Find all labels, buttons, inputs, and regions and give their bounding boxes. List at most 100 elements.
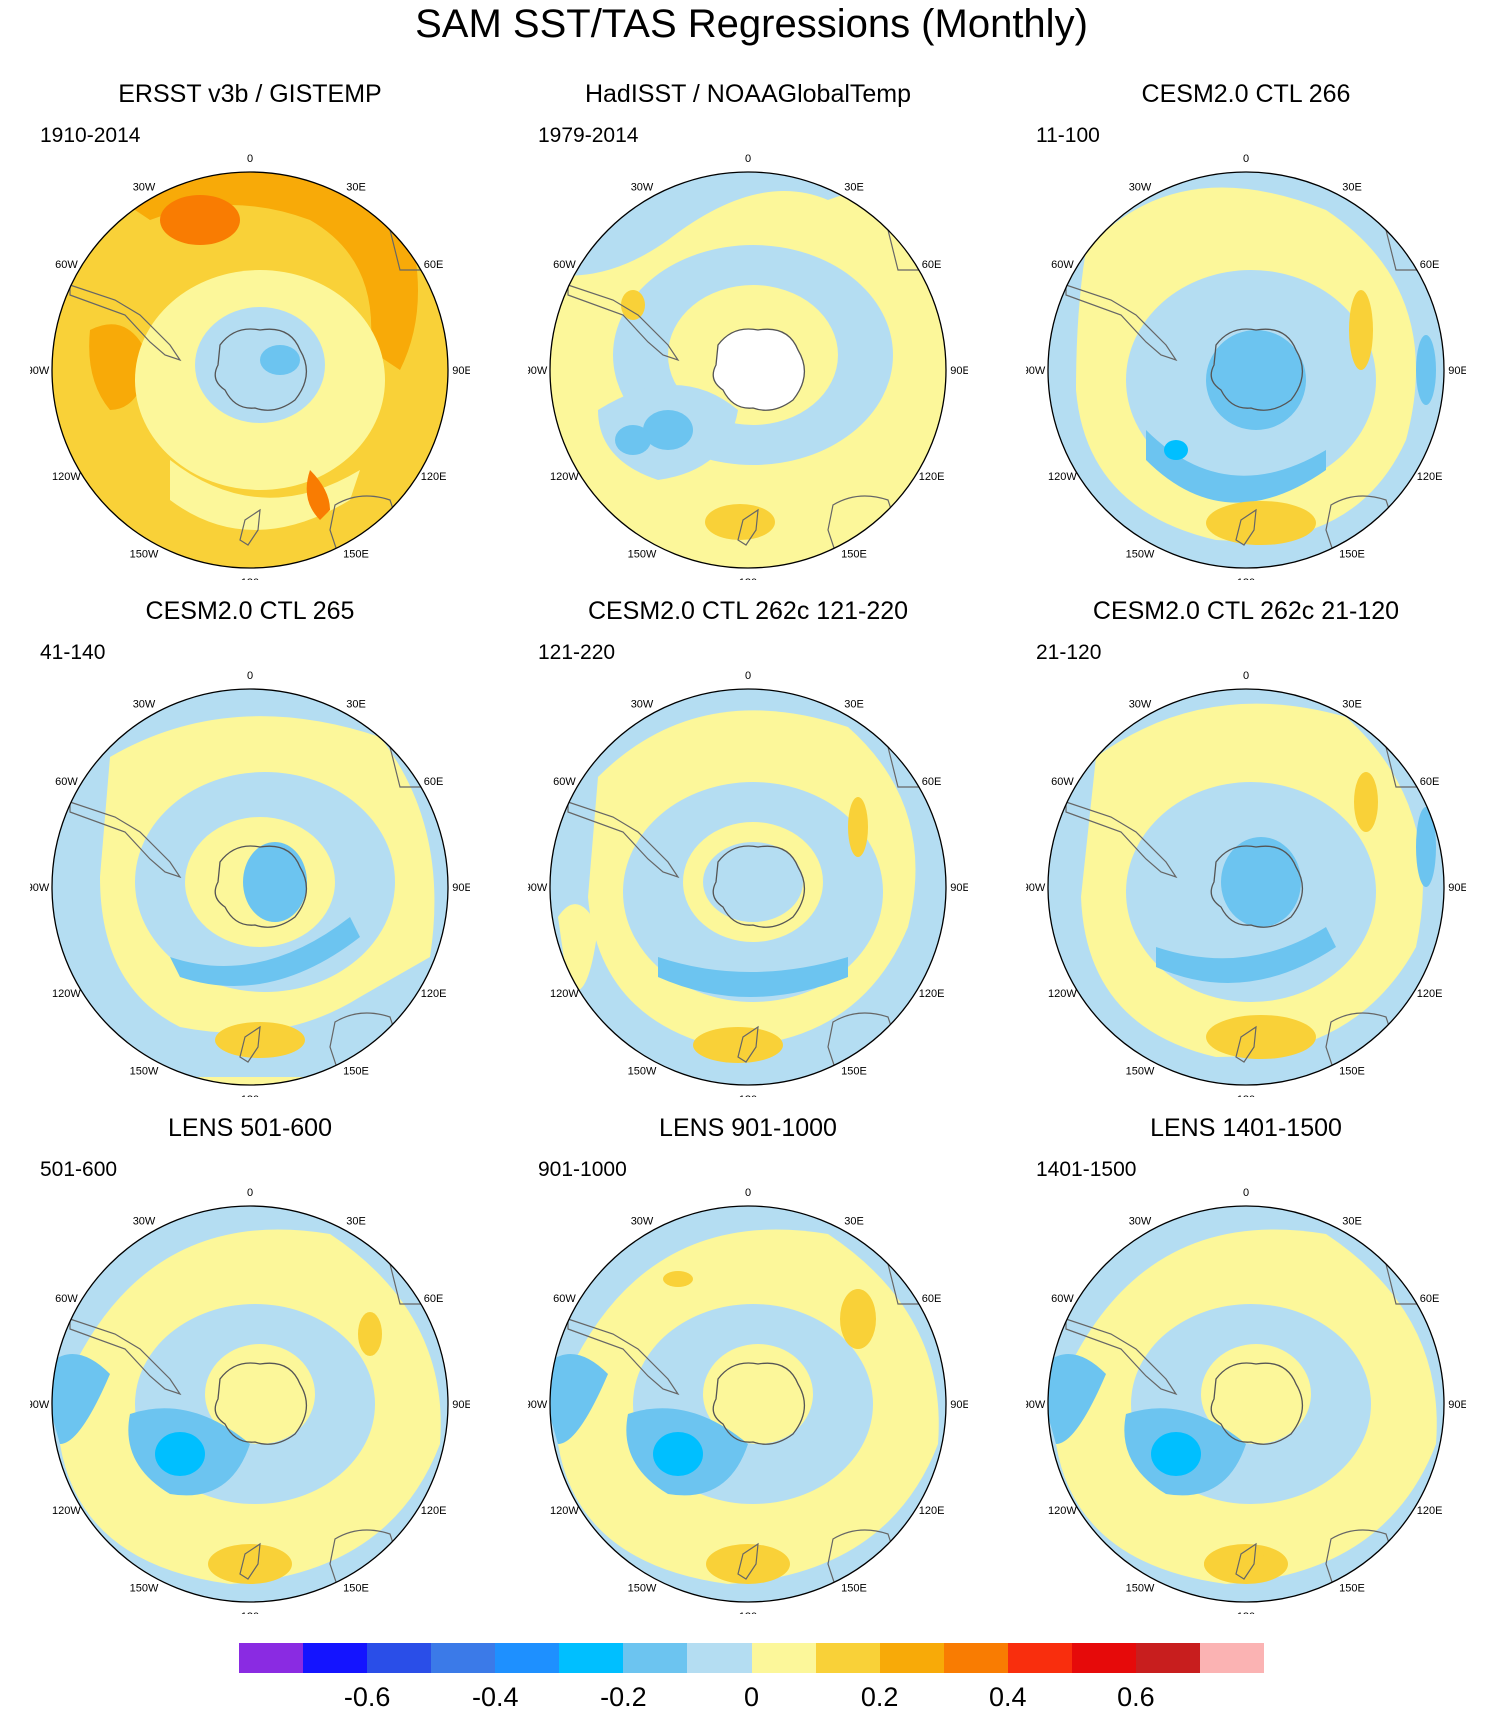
longitude-label: 30E <box>346 181 366 193</box>
map-panel: LENS 901-1000 0 30E 60E 90E 120E 150E 180 150W 12… <box>528 1114 968 1614</box>
polar-map: 0 30E 60E 90E 120E 150E 180 150W 120W 90W 60W 30W <box>528 1187 968 1614</box>
longitude-label: 180 <box>739 1094 757 1097</box>
map-panel: ERSST v3b / GISTEMP 0 30E 60E 90E 120E 150E 180… <box>30 80 470 580</box>
continent-outline <box>777 172 946 271</box>
longitude-label: 30E <box>346 1215 366 1227</box>
longitude-label: 0 <box>1243 1187 1249 1199</box>
map-boundary <box>1047 171 1445 569</box>
longitude-label: 90W <box>528 365 548 377</box>
colorbar-swatch <box>303 1643 368 1673</box>
longitude-label: 120W <box>550 471 579 483</box>
colorbar-swatch <box>879 1643 944 1673</box>
longitude-label: 120W <box>1048 1505 1077 1517</box>
longitude-label: 90E <box>452 882 470 894</box>
field-contour <box>1416 335 1436 405</box>
longitude-label: 150W <box>1126 549 1155 561</box>
continent-outline <box>1275 1206 1444 1305</box>
longitude-label: 30W <box>133 698 156 710</box>
field-contour <box>643 410 693 450</box>
longitude-label: 0 <box>745 153 751 165</box>
colorbar-tick-label: 0.4 <box>988 1682 1027 1712</box>
longitude-label: 150W <box>130 549 159 561</box>
longitude-label: 60E <box>922 776 942 788</box>
polar-map: 0 30E 60E 90E 120E 150E 180 150W 120W 90W 60W 30W <box>30 1187 470 1614</box>
panel-title: CESM2.0 CTL 262c 21-120 <box>1092 597 1400 625</box>
field-contour <box>52 1077 448 1085</box>
longitude-label: 0 <box>1243 670 1249 682</box>
field-contour <box>1204 1548 1268 1580</box>
map-boundary <box>549 1205 947 1603</box>
longitude-label: 150W <box>130 1066 159 1078</box>
panel-period: 1401-1500 <box>1036 1158 1137 1181</box>
longitude-label: 60W <box>1051 259 1074 271</box>
continent-outline <box>737 508 759 546</box>
longitude-label: 60W <box>55 1293 78 1305</box>
field-contour <box>840 1289 876 1349</box>
colorbar-swatch <box>495 1643 560 1673</box>
longitude-label: 0 <box>745 1187 751 1199</box>
polar-map: 0 30E 60E 90E 120E 150E 180 150W 120W 90W 60W 30W <box>1026 153 1466 580</box>
regression-field <box>52 1206 448 1602</box>
colorbar-swatch <box>1135 1643 1200 1673</box>
panel-period: 1910-2014 <box>40 124 141 147</box>
longitude-label: 120W <box>1048 471 1077 483</box>
antarctica-coastline <box>712 845 805 928</box>
longitude-label: 90W <box>1026 882 1046 894</box>
field-contour <box>260 345 300 375</box>
longitude-label: 150E <box>1339 549 1365 561</box>
map-panel: CESM2.0 CTL 262c 121-220 0 30E 60E 90E 120E 15… <box>528 597 968 1097</box>
longitude-label: 180 <box>241 1094 259 1097</box>
colorbar-swatch <box>751 1643 816 1673</box>
field-contour <box>658 957 848 997</box>
panel-period: 21-120 <box>1036 641 1102 664</box>
figure-title: SAM SST/TAS Regressions (Monthly) <box>415 2 1088 46</box>
regression-field <box>550 172 946 568</box>
continent-outline <box>69 801 182 879</box>
panel-period: 901-1000 <box>538 1158 627 1181</box>
panel-title: CESM2.0 CTL 266 <box>1141 80 1351 108</box>
continent-outline <box>737 1025 759 1063</box>
longitude-label: 120E <box>919 988 945 1000</box>
panel-period: 11-100 <box>1036 124 1100 147</box>
field-contour <box>693 1027 783 1063</box>
map-panel: CESM2.0 CTL 266 0 30E 60E 90E 120E 150E 180 150W… <box>1026 80 1466 580</box>
polar-map: 0 30E 60E 90E 120E 150E 180 150W 120W 90W 60W 30W <box>1026 1187 1466 1614</box>
field-contour <box>703 1344 813 1444</box>
continent-outline <box>567 1318 680 1396</box>
longitude-label: 60E <box>1420 1293 1440 1305</box>
longitude-label: 120E <box>1417 988 1443 1000</box>
longitude-label: 120W <box>1048 988 1077 1000</box>
continent-outline <box>777 1206 946 1305</box>
longitude-label: 60W <box>553 259 576 271</box>
longitude-label: 180 <box>1237 1094 1255 1097</box>
longitude-label: 30W <box>631 1215 654 1227</box>
field-contour <box>160 195 240 245</box>
panel-title: ERSST v3b / GISTEMP <box>118 80 382 108</box>
field-contour <box>706 1544 790 1584</box>
colorbar-swatch <box>623 1643 688 1673</box>
continent-outline <box>69 284 182 362</box>
longitude-label: 0 <box>1243 153 1249 165</box>
longitude-label: 150W <box>130 1583 159 1595</box>
longitude-label: 30E <box>1342 181 1362 193</box>
field-contour <box>358 1312 382 1356</box>
continent-outline <box>567 801 680 879</box>
map-panel: LENS 1401-1500 0 30E 60E 90E 120E 150E 180 150W 1… <box>1026 1114 1466 1614</box>
continent-outline <box>1325 1012 1397 1085</box>
longitude-label: 90E <box>452 365 470 377</box>
longitude-label: 150W <box>628 549 657 561</box>
colorbar-swatch <box>943 1643 1008 1673</box>
longitude-label: 0 <box>745 670 751 682</box>
continent-outline <box>1235 1542 1257 1580</box>
longitude-label: 150W <box>1126 1583 1155 1595</box>
map-boundary <box>51 171 449 569</box>
longitude-label: 60E <box>424 259 444 271</box>
field-contour <box>1349 290 1373 370</box>
panel-period: 121-220 <box>538 641 616 664</box>
continent-outline <box>329 1529 401 1602</box>
longitude-label: 30E <box>844 1215 864 1227</box>
longitude-label: 60W <box>55 776 78 788</box>
regression-field <box>1048 1206 1444 1602</box>
longitude-label: 90W <box>30 882 50 894</box>
field-contour <box>1164 440 1188 460</box>
